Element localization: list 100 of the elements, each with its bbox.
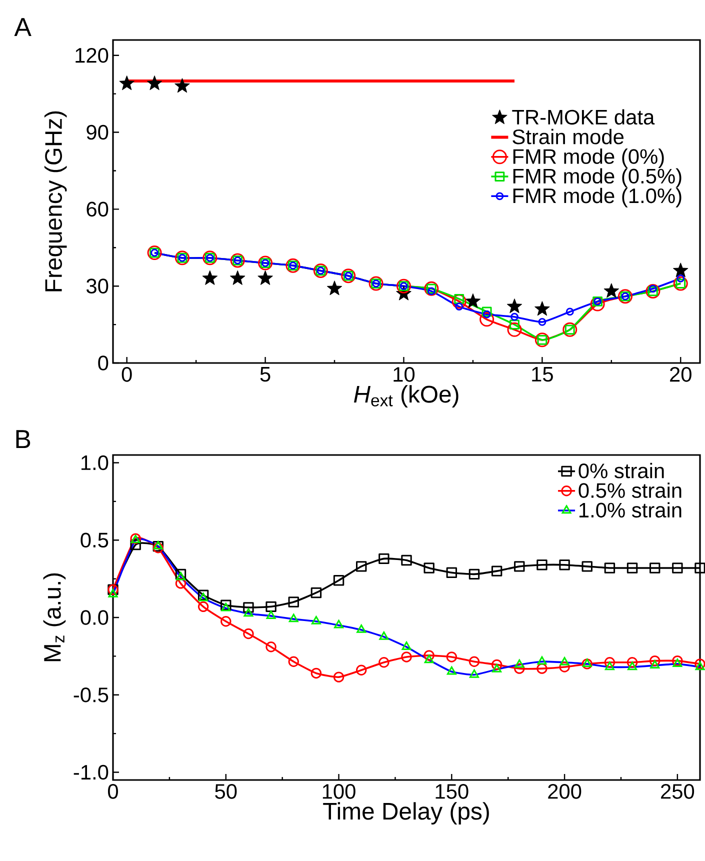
point (452, 294, 466, 309)
point (175, 568, 186, 580)
point (311, 616, 321, 624)
point (582, 561, 592, 572)
y-tick-label: -0.5 (74, 687, 108, 702)
point (266, 610, 276, 619)
x-tick-label: 10 (394, 367, 415, 382)
point (536, 663, 548, 674)
point (146, 76, 162, 90)
point (455, 302, 464, 311)
point (514, 561, 525, 572)
point (243, 602, 254, 613)
point (288, 656, 299, 667)
y-tick-label: 0.0 (80, 610, 108, 625)
point (401, 652, 412, 662)
point (566, 308, 574, 316)
point (243, 628, 254, 640)
point (538, 318, 546, 326)
legend-label: Strain mode (512, 128, 624, 144)
point (198, 601, 209, 612)
y-tick-label: 0.5 (80, 532, 108, 548)
point (446, 666, 456, 675)
point (266, 642, 276, 652)
point (108, 588, 118, 598)
x-tick-label: 100 (322, 784, 356, 799)
point (244, 608, 254, 617)
point (333, 672, 344, 682)
point (482, 310, 491, 318)
point (510, 312, 518, 321)
point (492, 664, 502, 672)
point (694, 658, 705, 670)
point (536, 560, 548, 570)
point (604, 657, 616, 668)
point (356, 664, 367, 676)
point (119, 76, 135, 90)
point (506, 298, 522, 314)
point (356, 561, 367, 572)
point (202, 270, 218, 285)
point (310, 587, 322, 598)
point (333, 575, 344, 586)
point (424, 654, 434, 664)
point (326, 280, 342, 296)
point (198, 592, 208, 602)
point (176, 572, 186, 580)
y-axis-title: M$_{z}$ (a.u.) (43, 573, 66, 662)
y-tick-label: 60 (86, 202, 108, 217)
point (402, 642, 412, 650)
point (559, 560, 570, 570)
point (672, 655, 683, 666)
point (672, 658, 682, 667)
point (482, 306, 492, 317)
point (468, 568, 480, 580)
point (514, 659, 524, 668)
point (446, 652, 458, 662)
y-tick-label: 0 (98, 356, 108, 370)
point (266, 601, 276, 612)
point (695, 662, 705, 670)
point (310, 668, 322, 679)
y-tick-label: 120 (76, 48, 108, 63)
x-tick-label: 15 (532, 367, 553, 382)
y-tick-label: 90 (86, 124, 108, 140)
point (175, 578, 186, 589)
legend-label: 0% strain (578, 462, 664, 478)
point (468, 656, 480, 667)
x-tick-label: 200 (548, 784, 582, 799)
point (514, 663, 525, 674)
point (491, 566, 502, 576)
point (534, 301, 550, 316)
point (220, 600, 232, 610)
y-tick-label: -1.0 (74, 764, 108, 780)
point (198, 590, 209, 600)
point (288, 614, 298, 622)
legend-label: FMR mode (0%) (513, 148, 664, 168)
point (465, 293, 481, 308)
point (379, 631, 389, 640)
point (628, 662, 638, 670)
point (221, 602, 231, 612)
point (672, 262, 688, 278)
x-tick-label: 150 (436, 784, 468, 799)
legend-label: FMR mode (1.0%) (513, 188, 682, 208)
point (507, 322, 522, 337)
point (604, 562, 616, 574)
point (480, 312, 494, 327)
point (334, 620, 344, 628)
point (560, 657, 570, 666)
point (582, 658, 592, 670)
y-axis-title: Frequency (GHz) (44, 111, 67, 292)
point (288, 596, 299, 608)
y-tick-label: 1.0 (81, 455, 108, 470)
legend-label: 0.5% strain (578, 482, 682, 498)
point (491, 659, 502, 670)
x-tick-label: 20 (670, 367, 692, 382)
point (401, 554, 412, 566)
point (378, 553, 390, 564)
point (230, 270, 246, 285)
point (559, 662, 570, 672)
text: A (14, 18, 32, 36)
x-tick-label: 0 (108, 784, 118, 799)
point (153, 540, 163, 550)
point (470, 669, 479, 678)
